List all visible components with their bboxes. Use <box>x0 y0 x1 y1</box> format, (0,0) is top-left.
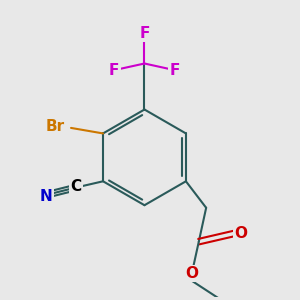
Text: N: N <box>40 189 52 204</box>
Text: F: F <box>109 63 119 78</box>
Text: F: F <box>139 26 150 41</box>
Text: F: F <box>169 63 180 78</box>
Text: O: O <box>186 266 199 281</box>
Text: Br: Br <box>45 119 64 134</box>
Text: C: C <box>70 178 82 194</box>
Text: O: O <box>234 226 247 241</box>
